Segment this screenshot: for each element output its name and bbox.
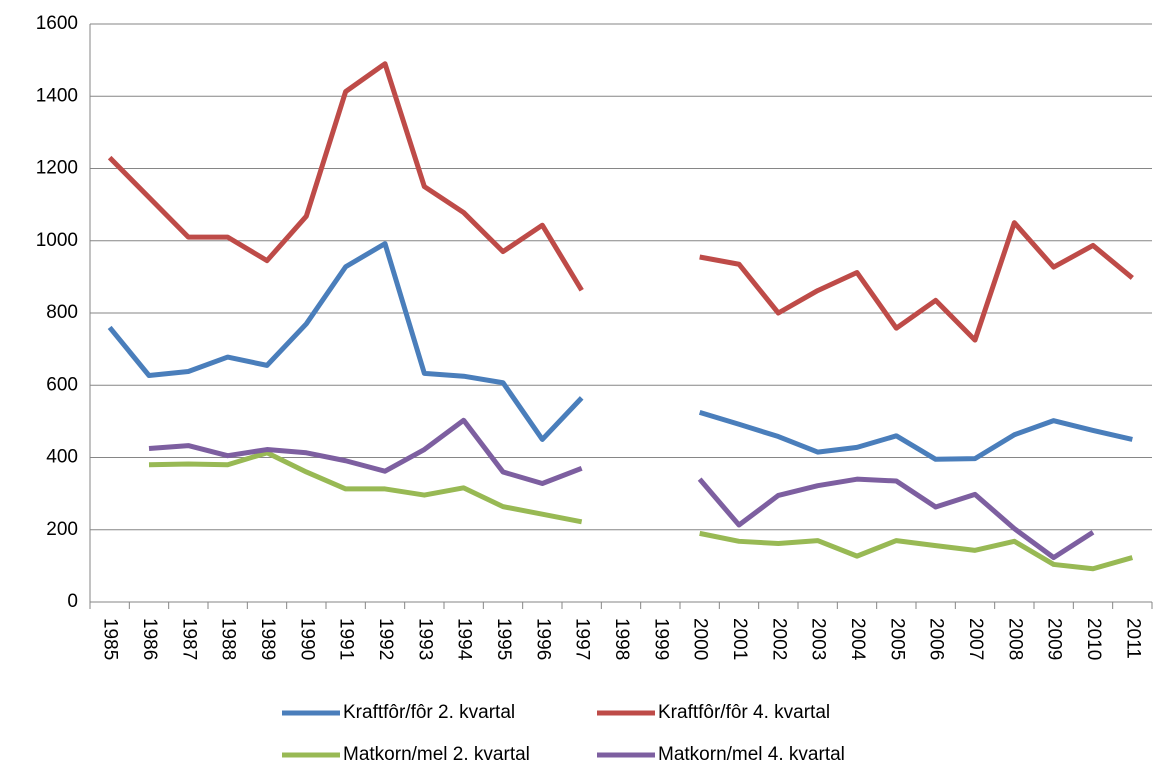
x-tick-label: 2004 xyxy=(847,618,868,661)
x-tick-label: 2001 xyxy=(729,618,750,660)
y-tick-label: 600 xyxy=(46,374,78,395)
legend-label: Kraftfôr/fôr 2. kvartal xyxy=(343,702,515,723)
x-tick-label: 1994 xyxy=(454,618,475,661)
y-tick-label: 1200 xyxy=(36,158,78,179)
x-tick-label: 1988 xyxy=(218,618,239,660)
x-tick-label: 2000 xyxy=(690,618,711,660)
x-tick-label: 2005 xyxy=(886,618,907,660)
y-tick-label: 800 xyxy=(46,302,78,323)
x-tick-label: 2010 xyxy=(1083,618,1104,660)
x-tick-label: 1985 xyxy=(100,618,121,660)
x-tick-label: 1986 xyxy=(139,618,160,660)
legend-label: Kraftfôr/fôr 4. kvartal xyxy=(658,702,830,723)
series-line xyxy=(148,450,1134,572)
x-tick-label: 1991 xyxy=(336,618,357,660)
x-tick-label: 2003 xyxy=(808,618,829,660)
x-tick-label: 1987 xyxy=(178,618,199,660)
legend-label: Matkorn/mel 2. kvartal xyxy=(343,744,530,765)
x-tick-label: 2006 xyxy=(926,618,947,660)
x-tick-label: 2002 xyxy=(768,618,789,660)
series-line xyxy=(107,61,1134,343)
x-tick-label: 1998 xyxy=(611,618,632,660)
x-tick-label: 1997 xyxy=(572,618,593,660)
legend-label: Matkorn/mel 4. kvartal xyxy=(658,744,845,765)
x-tick-label: 2011 xyxy=(1122,618,1143,659)
x-tick-label: 1996 xyxy=(532,618,553,660)
x-tick-label: 1993 xyxy=(414,618,435,660)
x-tick-label: 2009 xyxy=(1044,618,1065,660)
y-tick-label: 1400 xyxy=(36,85,78,106)
y-tick-label: 1000 xyxy=(36,230,78,251)
x-tick-label: 2008 xyxy=(1004,618,1025,660)
y-tick-label: 0 xyxy=(67,591,78,612)
y-tick-label: 400 xyxy=(46,447,78,468)
x-tick-label: 1999 xyxy=(650,618,671,660)
x-tick-label: 1995 xyxy=(493,618,514,660)
x-tick-label: 1992 xyxy=(375,618,396,660)
series-line xyxy=(107,241,1133,462)
x-tick-label: 1990 xyxy=(296,618,317,660)
x-tick-label: 2007 xyxy=(965,618,986,660)
y-tick-label: 200 xyxy=(46,519,78,540)
series-line xyxy=(148,417,1095,561)
x-tick-label: 1989 xyxy=(257,618,278,660)
y-tick-label: 1600 xyxy=(36,13,78,34)
